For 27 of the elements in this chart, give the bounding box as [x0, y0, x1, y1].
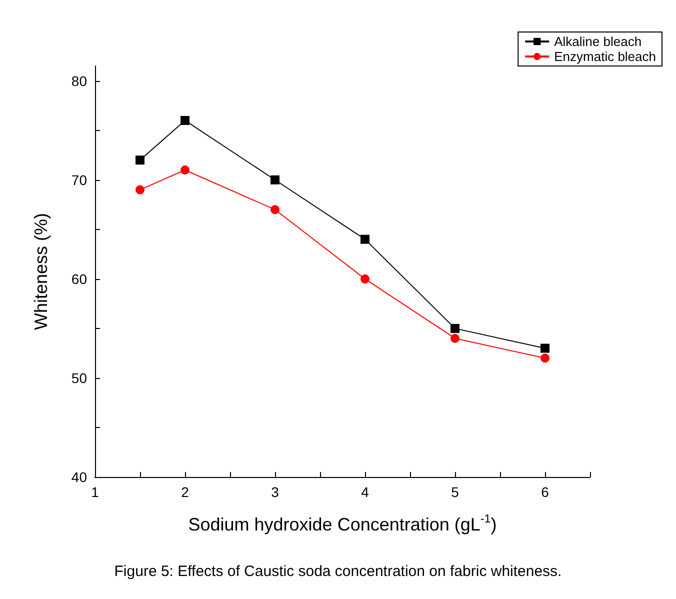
x-tick-label: 5 — [451, 484, 460, 500]
point — [450, 324, 460, 333]
point — [180, 165, 190, 174]
point — [270, 205, 280, 214]
x-tick-label: 6 — [541, 484, 550, 500]
point — [136, 185, 144, 194]
x-tick-label: 2 — [181, 484, 190, 500]
x-tick-label: 4 — [361, 484, 370, 500]
y-tick-label: 50 — [71, 370, 88, 386]
y-axis-title: Whiteness (%) — [31, 212, 51, 330]
x-tick-label: 3 — [271, 484, 280, 500]
point — [540, 354, 550, 363]
point — [136, 156, 144, 165]
caption: Figure 5: Effects of Caustic soda concentration on fabric whiteness. — [114, 563, 562, 580]
point — [540, 344, 550, 353]
point — [450, 334, 460, 343]
y-tick-label: 70 — [71, 172, 88, 188]
y-tick-label: 80 — [71, 72, 88, 89]
y-tick-label: 60 — [71, 270, 88, 287]
point — [180, 116, 190, 125]
point — [360, 234, 370, 244]
point — [270, 175, 280, 184]
legend-label: Enzymatic bleach — [554, 49, 656, 64]
y-tick-label: 40 — [71, 469, 88, 485]
legend-label: Alkaline bleach — [554, 34, 642, 49]
x-tick-label: 1 — [91, 484, 100, 500]
point — [360, 274, 370, 284]
